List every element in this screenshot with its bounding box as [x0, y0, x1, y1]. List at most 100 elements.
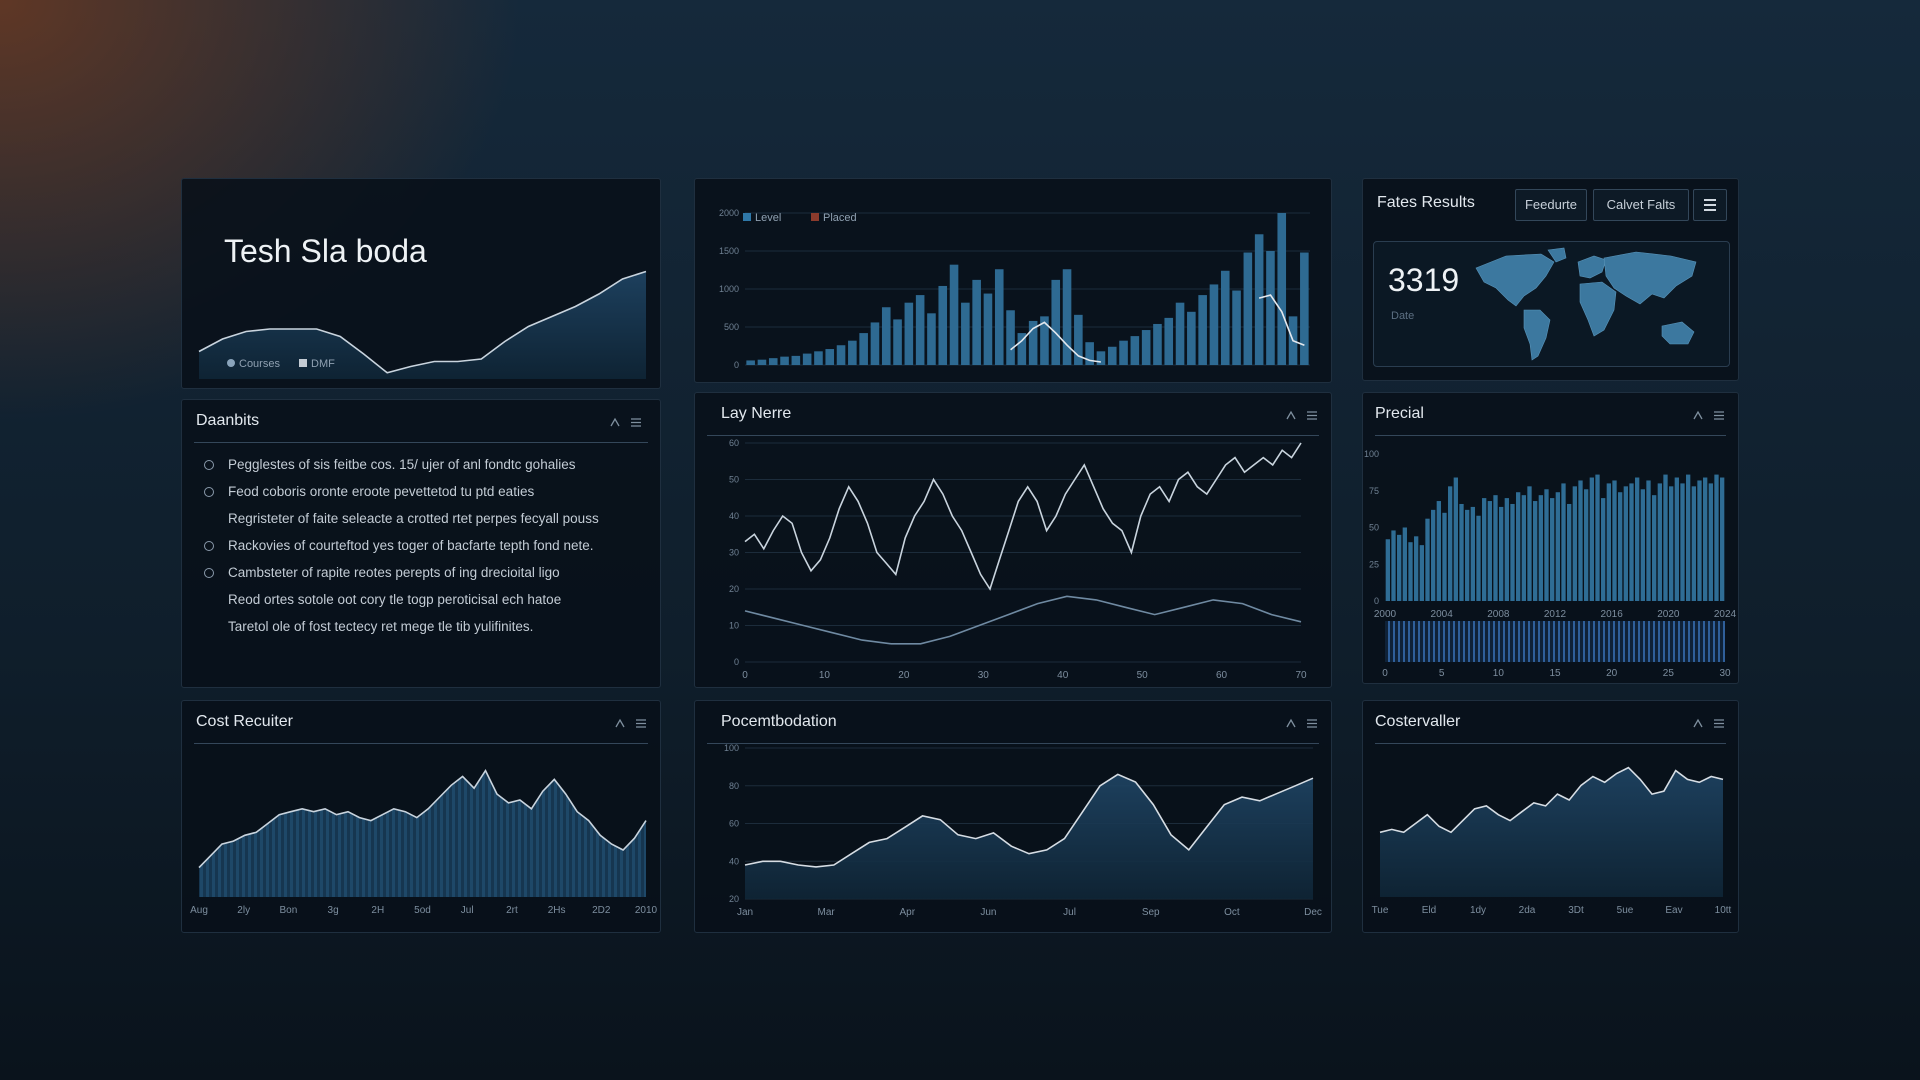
- item-text: Reod ortes sotole oot cory tle togp pero…: [228, 592, 562, 607]
- line: [1010, 294, 1305, 363]
- bar: [1006, 310, 1015, 365]
- bar: [1527, 486, 1532, 601]
- bar: [949, 264, 959, 365]
- y-tick-label: 25: [1369, 559, 1379, 569]
- bar: [1153, 323, 1162, 365]
- x-tick-label: 5od: [414, 905, 431, 916]
- menu-icon: [1704, 199, 1716, 211]
- bar: [1714, 474, 1719, 601]
- panel: Aug 2ly Bon 3g 2H 5od Jul 2rt 2Hs 2D2 2010 Cost Re…: [181, 700, 661, 933]
- header-icons[interactable]: [1283, 407, 1323, 423]
- y-tick-label: 50: [729, 475, 739, 485]
- bar: [1119, 340, 1128, 365]
- panel-title: Fates Results: [1377, 194, 1475, 211]
- panel-title: Cost Recuiter: [196, 713, 293, 730]
- menu-button[interactable]: [1693, 189, 1727, 221]
- map-card: 3319 Date: [1373, 241, 1730, 367]
- bar: [746, 360, 755, 365]
- bar: [1584, 489, 1589, 601]
- bullet: [204, 460, 214, 470]
- bar: [1533, 501, 1538, 601]
- bar: [1618, 492, 1623, 601]
- bullet: [204, 568, 214, 578]
- panel: 20 40 60 80 100 Jan Mar Apr Jun Jul Sep Oct Dec Poce…: [694, 700, 1332, 933]
- bullet: [204, 487, 214, 497]
- bar: [1504, 498, 1509, 601]
- bar: [1476, 515, 1481, 601]
- item-text: Feod coboris oronte eroote pevettetod tu…: [228, 484, 535, 499]
- bar: [1657, 483, 1662, 601]
- list-item: Feod coboris oronte eroote pevettetod tu…: [200, 483, 620, 501]
- x-tick-label: Tue: [1372, 905, 1389, 916]
- header-icons[interactable]: [1690, 407, 1730, 423]
- line: [198, 768, 647, 869]
- bar: [1589, 477, 1594, 601]
- button[interactable]: Feedurte: [1515, 189, 1587, 221]
- chart: 0 10 20 30 40 50 60 0 10 20 30 40 50 60 70: [729, 438, 1307, 681]
- x-tick-label: 2016: [1601, 609, 1624, 620]
- x-tick-label: Apr: [900, 907, 916, 918]
- bar: [1697, 480, 1702, 601]
- x-tick-label: Aug: [190, 905, 208, 916]
- x-tick-label: 3g: [328, 905, 339, 916]
- x-tick-label: 40: [1057, 670, 1069, 681]
- button[interactable]: Calvet Falts: [1593, 189, 1689, 221]
- bar: [1674, 477, 1679, 601]
- bar: [1669, 486, 1674, 601]
- x-tick-label: 50: [1137, 670, 1149, 681]
- panel-title: Pocemtbodation: [721, 713, 837, 730]
- legend-label: Level: [755, 212, 781, 224]
- bar: [1028, 320, 1038, 365]
- bar: [1720, 477, 1725, 601]
- bar: [1572, 486, 1577, 601]
- bar: [1606, 483, 1611, 601]
- bar: [1691, 486, 1696, 601]
- header-icons[interactable]: [607, 414, 647, 430]
- bar: [1708, 483, 1713, 601]
- x-tick-label: 20: [1606, 668, 1618, 679]
- bar: [1538, 495, 1543, 601]
- bar: [848, 340, 857, 365]
- bar: [1470, 506, 1475, 601]
- panel: Daanbits Pegglestes of sis feitbe cos. 1…: [181, 399, 661, 688]
- legend-label: Courses: [239, 358, 280, 370]
- line: [744, 595, 1302, 645]
- y-tick-label: 100: [1364, 449, 1379, 459]
- y-tick-label: 2000: [719, 208, 739, 218]
- y-tick-label: 50: [1369, 523, 1379, 533]
- list-item: Taretol ole of fost tectecy ret mege tle…: [200, 618, 620, 636]
- bar: [1521, 495, 1526, 601]
- x-tick-label: 2008: [1487, 609, 1510, 620]
- legend-swatch: [811, 213, 819, 221]
- x-tick-label: Jun: [980, 907, 996, 918]
- bar: [1635, 477, 1640, 601]
- list-item: Rackovies of courteftod yes toger of bac…: [200, 537, 620, 555]
- area-fill: [199, 770, 646, 897]
- bar: [825, 349, 835, 365]
- bar: [1436, 501, 1441, 601]
- x-tick-label: 20: [898, 670, 910, 681]
- bar: [938, 285, 948, 365]
- panel-title: Precial: [1375, 405, 1424, 422]
- header-icons[interactable]: [1283, 715, 1323, 731]
- bar: [1385, 539, 1390, 601]
- legend-label: Placed: [823, 212, 857, 224]
- header-icons[interactable]: [1690, 715, 1730, 731]
- world-map: [1475, 247, 1697, 361]
- x-tick-label: 70: [1295, 670, 1307, 681]
- bar: [927, 313, 936, 365]
- bar: [1062, 269, 1072, 365]
- y-tick-label: 10: [729, 621, 739, 631]
- divider: [1375, 435, 1726, 436]
- y-tick-label: 60: [729, 819, 739, 829]
- x-tick-label: 2010: [635, 905, 658, 916]
- panel: 0 25 50 75 100 2000 2004 2008 2012 2016 2020 2024 0 5…: [1362, 392, 1739, 684]
- line: [1379, 766, 1724, 834]
- panel: 0 10 20 30 40 50 60 0 10 20 30 40 50 60 70 Lay Nerre: [694, 392, 1332, 688]
- legend-swatch: [743, 213, 751, 221]
- area-fill: [199, 271, 646, 379]
- header-icons[interactable]: [612, 715, 652, 731]
- y-tick-label: 0: [1374, 596, 1379, 606]
- x-tick-label: 2H: [371, 905, 384, 916]
- line: [198, 270, 647, 374]
